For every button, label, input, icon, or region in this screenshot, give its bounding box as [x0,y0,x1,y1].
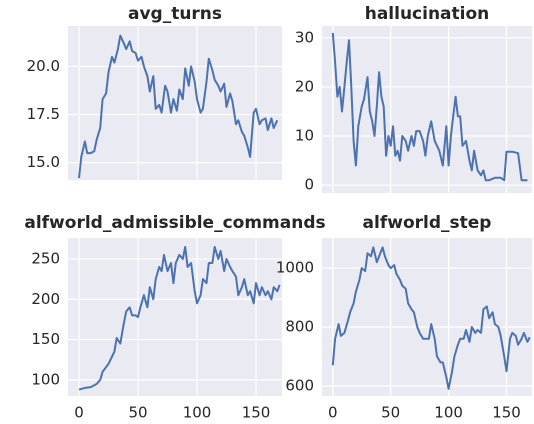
y-tick-label: 17.5 [27,105,60,123]
y-tick-label: 0 [304,176,314,194]
y-tick-label: 1000 [276,259,314,277]
x-tick-label: 0 [328,404,338,422]
y-tick-label: 100 [31,370,60,388]
line-series [78,34,279,179]
y-tick-label: 150 [31,330,60,348]
x-tick-label: 150 [242,404,271,422]
plot-area [322,26,532,193]
chart-title: alfworld_step [363,213,492,233]
y-tick-label: 30 [295,28,314,46]
y-tick-label: 10 [295,127,314,145]
chart-title: avg_turns [128,4,222,24]
chart-title: alfworld_admissible_commands [24,213,325,233]
y-tick-label: 15.0 [27,153,60,171]
y-tick-label: 20 [295,77,314,95]
plot-area [68,238,282,396]
x-tick-label: 50 [128,404,147,422]
line-series [78,245,281,391]
line-series [331,246,531,390]
x-tick-label: 50 [381,404,400,422]
y-tick-label: 800 [285,318,314,336]
y-tick-label: 250 [31,249,60,267]
y-tick-label: 600 [285,376,314,394]
y-tick-label: 200 [31,290,60,308]
x-tick-label: 100 [434,404,463,422]
chart-title: hallucination [365,4,490,24]
plot-area [322,238,532,396]
x-tick-label: 0 [74,404,84,422]
line-series [331,32,528,182]
y-tick-label: 20.0 [27,57,60,75]
x-tick-label: 100 [183,404,212,422]
x-tick-label: 150 [492,404,521,422]
